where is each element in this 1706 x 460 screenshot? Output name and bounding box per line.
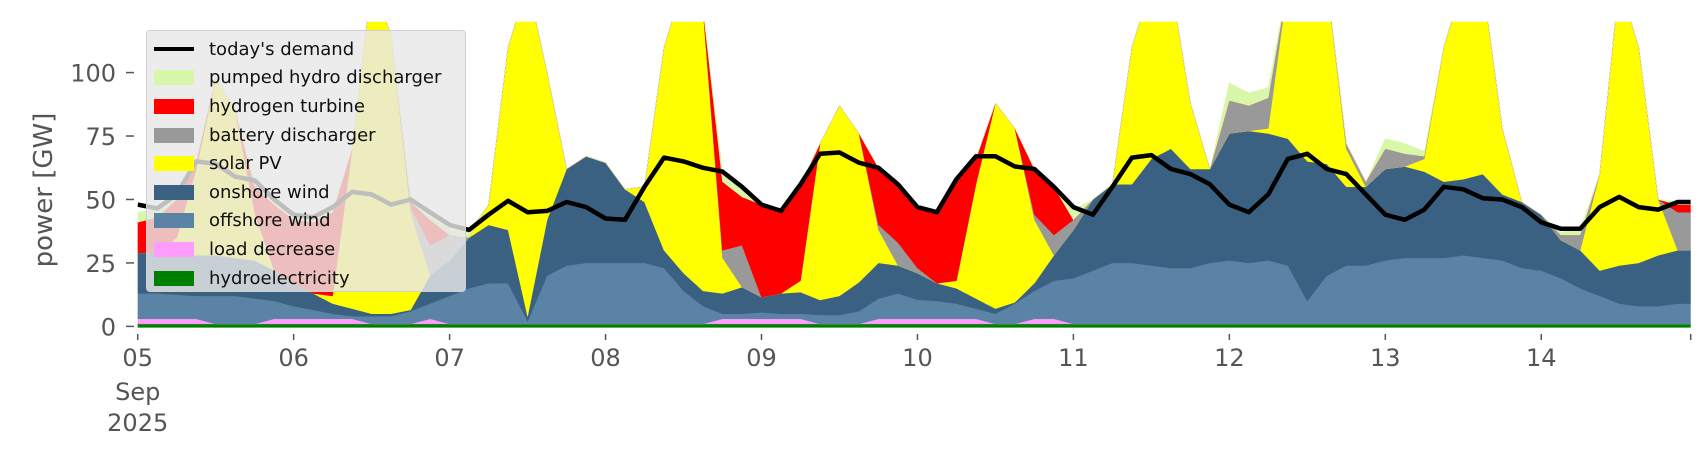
legend-color-swatch (154, 182, 194, 202)
legend-label: battery discharger (209, 124, 376, 146)
legend-color-swatch (154, 96, 194, 116)
x-tick-label: 10 (902, 344, 933, 372)
legend-item: hydroelectricity (147, 264, 465, 293)
x-tick-label: 07 (434, 344, 465, 372)
x-axis: 05 06 07 08 09 10 11 12 13 14 Sep 2025 (107, 334, 1692, 437)
legend-label: today's demand (209, 38, 355, 60)
y-tick-label: 50 (85, 186, 116, 214)
legend-label: offshore wind (209, 210, 331, 232)
y-tick-label: 100 (70, 60, 116, 88)
x-year-label: 2025 (107, 409, 168, 437)
legend-label: onshore wind (209, 181, 330, 203)
legend-color-swatch (154, 239, 194, 259)
x-tick-label: 09 (746, 344, 777, 372)
legend-label: hydroelectricity (209, 267, 350, 289)
legend-label: solar PV (209, 153, 282, 175)
legend-label: hydrogen turbine (209, 95, 365, 117)
legend-item: load decrease (147, 235, 465, 264)
x-tick-label: 13 (1370, 344, 1401, 372)
x-tick-label: 14 (1526, 344, 1557, 372)
legend-label: pumped hydro discharger (209, 67, 442, 89)
y-axis-label: power [GW] (29, 113, 59, 268)
x-month-label: Sep (115, 378, 160, 406)
legend-item: battery discharger (147, 121, 465, 150)
legend-label: load decrease (209, 238, 336, 260)
legend-item: solar PV (147, 149, 465, 178)
legend-color-swatch (154, 268, 194, 288)
x-tick-label: 05 (122, 344, 153, 372)
x-tick-label: 11 (1058, 344, 1089, 372)
x-tick-label: 08 (590, 344, 621, 372)
area-hydroelectricity (137, 322, 1691, 328)
legend-line-swatch (154, 39, 194, 59)
y-tick-label: 25 (85, 250, 116, 278)
y-tick-label: 75 (85, 123, 116, 151)
legend-item: hydrogen turbine (147, 92, 465, 121)
legend-item: today's demand (147, 35, 465, 64)
legend-item: offshore wind (147, 207, 465, 236)
legend-color-swatch (154, 68, 194, 88)
legend-item: onshore wind (147, 178, 465, 207)
legend-color-swatch (154, 154, 194, 174)
y-axis: 0 25 50 75 100 (70, 60, 134, 341)
legend-color-swatch (154, 211, 194, 231)
legend-item: pumped hydro discharger (147, 64, 465, 93)
x-tick-label: 12 (1214, 344, 1245, 372)
y-tick-label: 0 (101, 313, 116, 341)
x-tick-label: 06 (278, 344, 309, 372)
legend-color-swatch (154, 125, 194, 145)
legend: today's demand pumped hydro discharger hyd… (146, 30, 466, 292)
